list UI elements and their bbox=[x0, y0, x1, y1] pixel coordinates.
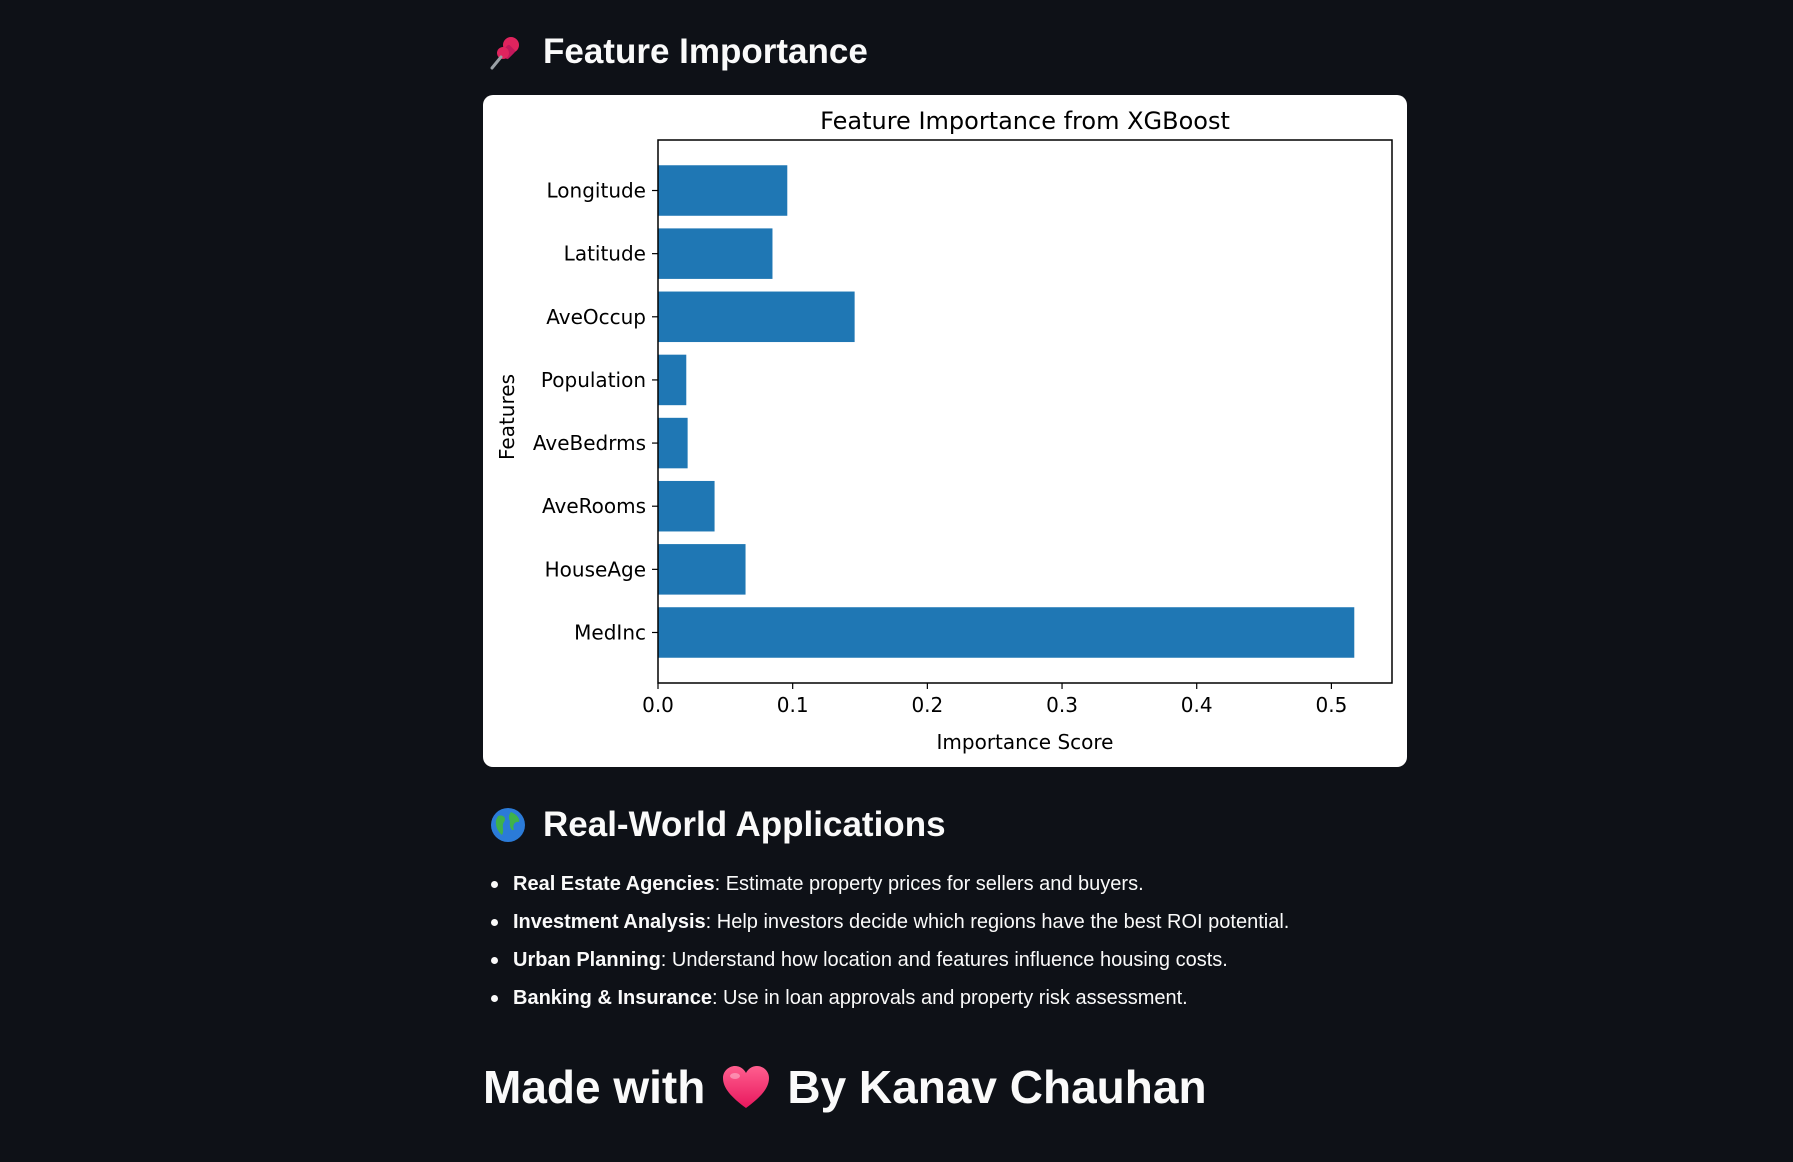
y-tick-label: Population bbox=[541, 368, 646, 392]
bars-layer bbox=[658, 165, 1355, 658]
x-tick-label: 0.4 bbox=[1181, 693, 1213, 717]
y-axis-label: Features bbox=[495, 374, 519, 460]
list-item: Real Estate Agencies: Estimate property … bbox=[491, 872, 1413, 896]
feature-importance-heading-text: Feature Importance bbox=[543, 32, 868, 71]
bar-latitude bbox=[658, 228, 773, 279]
footer-suffix: By Kanav Chauhan bbox=[787, 1061, 1207, 1113]
list-item-text: : Use in loan approvals and property ris… bbox=[711, 987, 1188, 1009]
globe-icon bbox=[487, 806, 529, 844]
heart-icon bbox=[721, 1064, 771, 1110]
list-item-text: : Help investors decide which regions ha… bbox=[705, 911, 1290, 933]
list-item-text: : Understand how location and features i… bbox=[660, 949, 1228, 971]
x-tick-label: 0.5 bbox=[1315, 693, 1347, 717]
footer-prefix: Made with bbox=[483, 1061, 706, 1113]
bar-averooms bbox=[658, 480, 715, 532]
applications-heading: Real-World Applications bbox=[487, 798, 946, 852]
bar-houseage bbox=[658, 544, 746, 595]
list-item-title: Banking & Insurance bbox=[513, 987, 712, 1009]
ticks-layer: MedInc HouseAge AveRooms AveBedrms Populatio… bbox=[533, 179, 1347, 717]
feature-importance-chart: Feature Importance from XGBoost MedInc Ho… bbox=[483, 95, 1407, 767]
applications-heading-text: Real-World Applications bbox=[543, 805, 946, 844]
x-axis-label: Importance Score bbox=[937, 730, 1114, 754]
y-tick-label: Longitude bbox=[547, 179, 646, 203]
pushpin-icon bbox=[487, 33, 529, 71]
list-item: Investment Analysis: Help investors deci… bbox=[491, 910, 1413, 934]
list-item-title: Investment Analysis bbox=[513, 911, 706, 933]
x-tick-label: 0.0 bbox=[642, 693, 674, 717]
list-item: Banking & Insurance: Use in loan approva… bbox=[491, 986, 1413, 1010]
bar-population bbox=[658, 354, 687, 406]
list-item: Urban Planning: Understand how location … bbox=[491, 948, 1413, 972]
chart-title: Feature Importance from XGBoost bbox=[820, 107, 1230, 135]
bar-aveoccup bbox=[658, 291, 855, 343]
bar-chart-svg: Feature Importance from XGBoost MedInc Ho… bbox=[495, 107, 1393, 754]
plot-frame bbox=[657, 139, 1393, 684]
bar-medinc bbox=[658, 607, 1355, 658]
y-tick-label: AveRooms bbox=[542, 494, 646, 518]
applications-list: Real Estate Agencies: Estimate property … bbox=[483, 872, 1413, 1024]
y-tick-label: MedInc bbox=[574, 620, 646, 644]
x-tick-label: 0.1 bbox=[777, 693, 809, 717]
y-tick-label: AveBedrms bbox=[533, 431, 646, 455]
y-tick-label: Latitude bbox=[564, 242, 646, 266]
bar-avebedrms bbox=[658, 417, 688, 469]
list-item-title: Urban Planning bbox=[513, 949, 661, 971]
y-tick-label: HouseAge bbox=[545, 557, 646, 581]
list-item-text: : Estimate property prices for sellers a… bbox=[714, 873, 1144, 895]
footer-credit: Made with By Kanav Chauhan bbox=[483, 1060, 1207, 1114]
feature-importance-heading: Feature Importance bbox=[487, 25, 868, 79]
y-tick-label: AveOccup bbox=[546, 305, 646, 329]
x-tick-label: 0.2 bbox=[911, 693, 943, 717]
bar-longitude bbox=[658, 165, 788, 216]
list-item-title: Real Estate Agencies bbox=[513, 873, 715, 895]
x-tick-label: 0.3 bbox=[1046, 693, 1078, 717]
